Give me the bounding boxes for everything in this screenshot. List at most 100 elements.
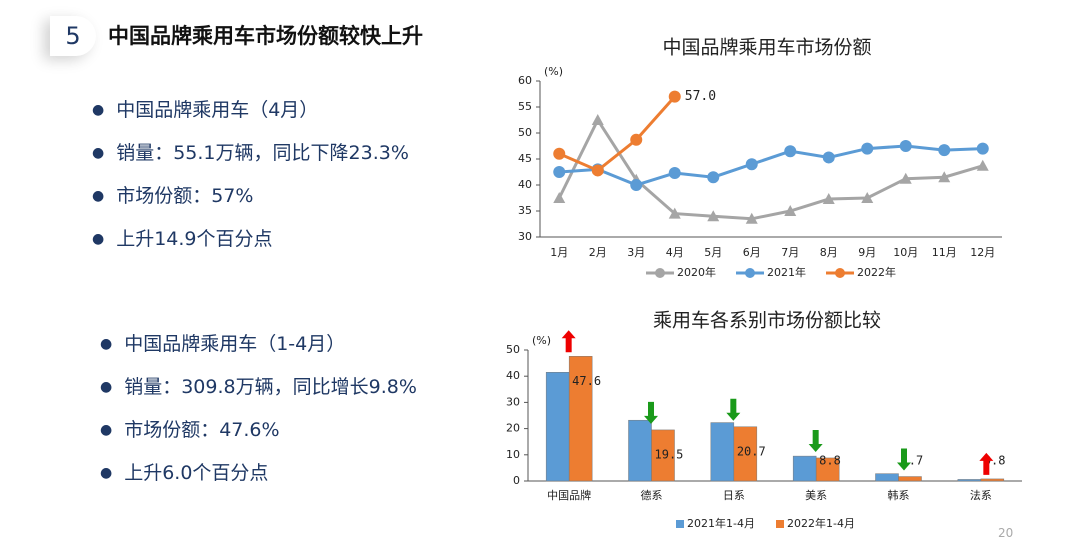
legend-swatch xyxy=(676,520,684,528)
trend-arrow xyxy=(726,398,741,421)
marker xyxy=(976,142,989,155)
marker xyxy=(745,158,758,171)
axis-label: (%) xyxy=(544,65,563,78)
x-tick-label: 10月 xyxy=(893,246,918,259)
marker xyxy=(553,166,566,178)
y-tick-label: 55 xyxy=(518,100,532,113)
line xyxy=(557,116,984,221)
marker xyxy=(899,172,912,184)
marker xyxy=(591,114,604,125)
x-tick-label: 12月 xyxy=(970,246,995,259)
bar xyxy=(957,479,982,482)
bullet: 销量：309.8万辆，同比增长9.8% xyxy=(100,372,417,415)
legend-label: 2022年1-4月 xyxy=(787,516,855,530)
trend-arrow xyxy=(979,452,994,475)
bullets-bottom: 中国品牌乘用车（1-4月） 销量：309.8万辆，同比增长9.8% 市场份额：4… xyxy=(100,329,417,501)
y-tick-label: 0 xyxy=(513,474,520,487)
x-tick-label: 日系 xyxy=(723,489,745,502)
y-tick-label: 30 xyxy=(506,395,520,408)
marker xyxy=(784,145,797,158)
bar xyxy=(651,429,675,482)
legend-swatch xyxy=(776,520,784,528)
data-label: 20.7 xyxy=(737,444,766,458)
data-label: 47.6 xyxy=(572,374,601,388)
bullet: 上升14.9个百分点 xyxy=(92,224,409,267)
marker xyxy=(899,140,912,152)
y-tick-label: 20 xyxy=(506,422,520,435)
y-tick-label: 50 xyxy=(506,343,520,356)
marker xyxy=(668,207,681,219)
marker xyxy=(938,144,951,157)
data-label: 8.8 xyxy=(819,454,841,468)
y-tick-label: 10 xyxy=(506,448,520,461)
legend-marker xyxy=(745,268,755,278)
y-tick-label: 40 xyxy=(518,178,532,191)
marker xyxy=(822,151,835,164)
bar xyxy=(815,457,840,482)
x-tick-label: 1月 xyxy=(550,246,568,259)
marker xyxy=(822,193,835,205)
y-tick-label: 45 xyxy=(518,152,532,165)
section-number: 5 xyxy=(50,16,96,56)
marker xyxy=(938,171,951,183)
marker xyxy=(591,164,604,177)
chart-title: 乘用车各系别市场份额比较 xyxy=(653,310,881,332)
legend-label: 2022年 xyxy=(857,265,896,279)
trend-arrow xyxy=(897,448,911,471)
x-tick-label: 5月 xyxy=(704,246,722,259)
bar xyxy=(628,419,652,482)
marker xyxy=(553,192,566,203)
y-tick-label: 60 xyxy=(518,74,532,87)
marker xyxy=(861,142,874,155)
x-tick-label: 8月 xyxy=(820,246,838,259)
bar xyxy=(875,473,899,482)
trend-arrow xyxy=(644,401,658,424)
bullet: 销量：55.1万辆，同比下降23.3% xyxy=(92,138,409,181)
marker xyxy=(707,171,720,184)
marker xyxy=(745,212,758,224)
bullet: 中国品牌乘用车（4月） xyxy=(92,95,409,138)
bullets-top: 中国品牌乘用车（4月） 销量：55.1万辆，同比下降23.3% 市场份额：57%… xyxy=(92,95,409,267)
marker xyxy=(861,192,874,203)
legend-label: 2020年 xyxy=(677,265,716,279)
x-tick-label: 7月 xyxy=(781,246,799,259)
x-tick-label: 11月 xyxy=(932,246,957,259)
axis-label: (%) xyxy=(532,334,551,347)
bullet: 市场份额：47.6% xyxy=(100,415,417,458)
bar xyxy=(980,478,1005,482)
bar xyxy=(792,455,817,482)
marker xyxy=(668,90,681,103)
y-tick-label: 30 xyxy=(518,230,532,243)
x-tick-label: 德系 xyxy=(641,488,663,502)
line xyxy=(558,95,676,173)
bullet: 中国品牌乘用车（1-4月） xyxy=(100,329,417,372)
x-tick-label: 美系 xyxy=(805,489,827,502)
x-tick-label: 4月 xyxy=(666,246,684,259)
marker xyxy=(976,159,989,171)
bar xyxy=(568,356,593,482)
y-tick-label: 35 xyxy=(518,204,532,217)
bar xyxy=(898,476,922,482)
x-tick-label: 韩系 xyxy=(888,488,910,502)
chart-title: 中国品牌乘用车市场份额 xyxy=(662,37,871,59)
marker xyxy=(553,147,566,160)
x-tick-label: 9月 xyxy=(858,246,876,259)
bullet: 市场份额：57% xyxy=(92,181,409,224)
data-label: 19.5 xyxy=(655,447,684,461)
legend-marker xyxy=(835,268,845,278)
y-tick-label: 50 xyxy=(518,126,532,139)
x-tick-label: 中国品牌 xyxy=(547,488,591,502)
data-label: 57.0 xyxy=(685,89,716,104)
trend-arrow xyxy=(808,429,823,452)
marker xyxy=(784,205,797,216)
x-tick-label: 3月 xyxy=(627,246,645,259)
bullet: 上升6.0个百分点 xyxy=(100,458,417,501)
legend-marker xyxy=(655,268,665,278)
page-number: 20 xyxy=(998,526,1014,540)
y-tick-label: 40 xyxy=(506,369,520,382)
legend-label: 2021年1-4月 xyxy=(687,516,755,530)
legend-label: 2021年 xyxy=(767,265,806,279)
marker xyxy=(668,167,681,180)
